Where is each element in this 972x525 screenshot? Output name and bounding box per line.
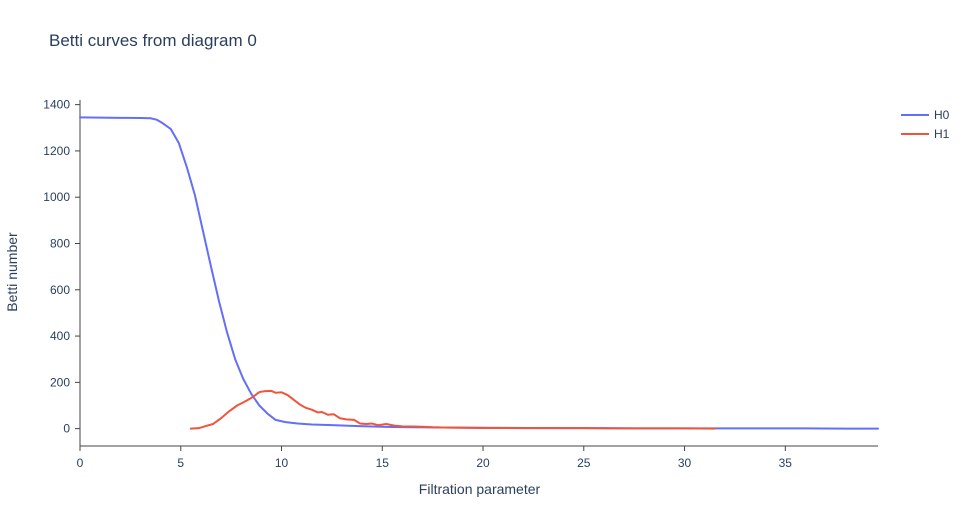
- x-axis-title: Filtration parameter: [419, 481, 541, 497]
- chart-title: Betti curves from diagram 0: [49, 31, 257, 50]
- y-axis-title: Betti number: [4, 232, 20, 312]
- x-tick-label: 0: [77, 456, 84, 470]
- series-line-h1: [189, 389, 716, 430]
- y-tick-label: 200: [50, 375, 70, 389]
- x-tick-label: 25: [577, 456, 591, 470]
- series-line-h0: [79, 116, 879, 430]
- y-tick-label: 0: [63, 422, 70, 436]
- x-tick-label: 5: [177, 456, 184, 470]
- legend-item-h1[interactable]: H1: [901, 127, 950, 141]
- y-tick-label: 400: [50, 329, 70, 343]
- legend-label: H1: [934, 127, 950, 141]
- y-tick-label: 800: [50, 236, 70, 250]
- y-tick-label: 600: [50, 283, 70, 297]
- series-layer: [79, 116, 879, 430]
- y-tick-label: 1400: [43, 98, 70, 112]
- legend-label: H0: [934, 108, 950, 122]
- y-tick-label: 1200: [43, 144, 70, 158]
- legend-item-h0[interactable]: H0: [901, 108, 950, 122]
- x-tick-label: 35: [779, 456, 793, 470]
- axes: 0 5 10 15 20 25 30 35 0 200 400 600 800 1000 1200 1400: [43, 98, 878, 470]
- x-tick-label: 10: [275, 456, 289, 470]
- x-tick-label: 15: [376, 456, 390, 470]
- y-tick-label: 1000: [43, 190, 70, 204]
- x-tick-label: 20: [476, 456, 490, 470]
- x-tick-label: 30: [678, 456, 692, 470]
